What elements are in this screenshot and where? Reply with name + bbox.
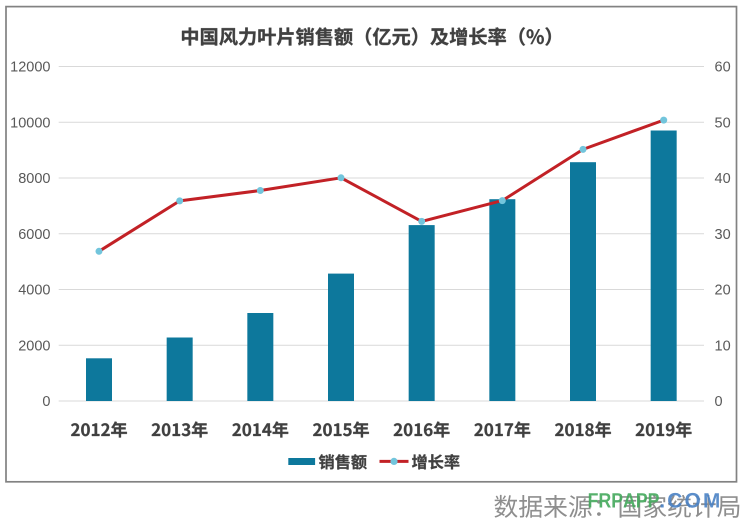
svg-text:8000: 8000 [18,171,50,187]
svg-text:30: 30 [715,227,731,243]
svg-text:12000: 12000 [10,60,50,76]
svg-text:10: 10 [715,338,731,354]
svg-text:10000: 10000 [10,115,50,131]
svg-text:0: 0 [42,394,50,410]
svg-text:2000: 2000 [18,338,50,354]
svg-text:6000: 6000 [18,227,50,243]
svg-text:60: 60 [715,60,731,76]
svg-text:4000: 4000 [18,283,50,299]
svg-text:20: 20 [715,283,731,299]
svg-text:40: 40 [715,171,731,187]
svg-text:50: 50 [715,115,731,131]
svg-text:0: 0 [715,394,723,410]
